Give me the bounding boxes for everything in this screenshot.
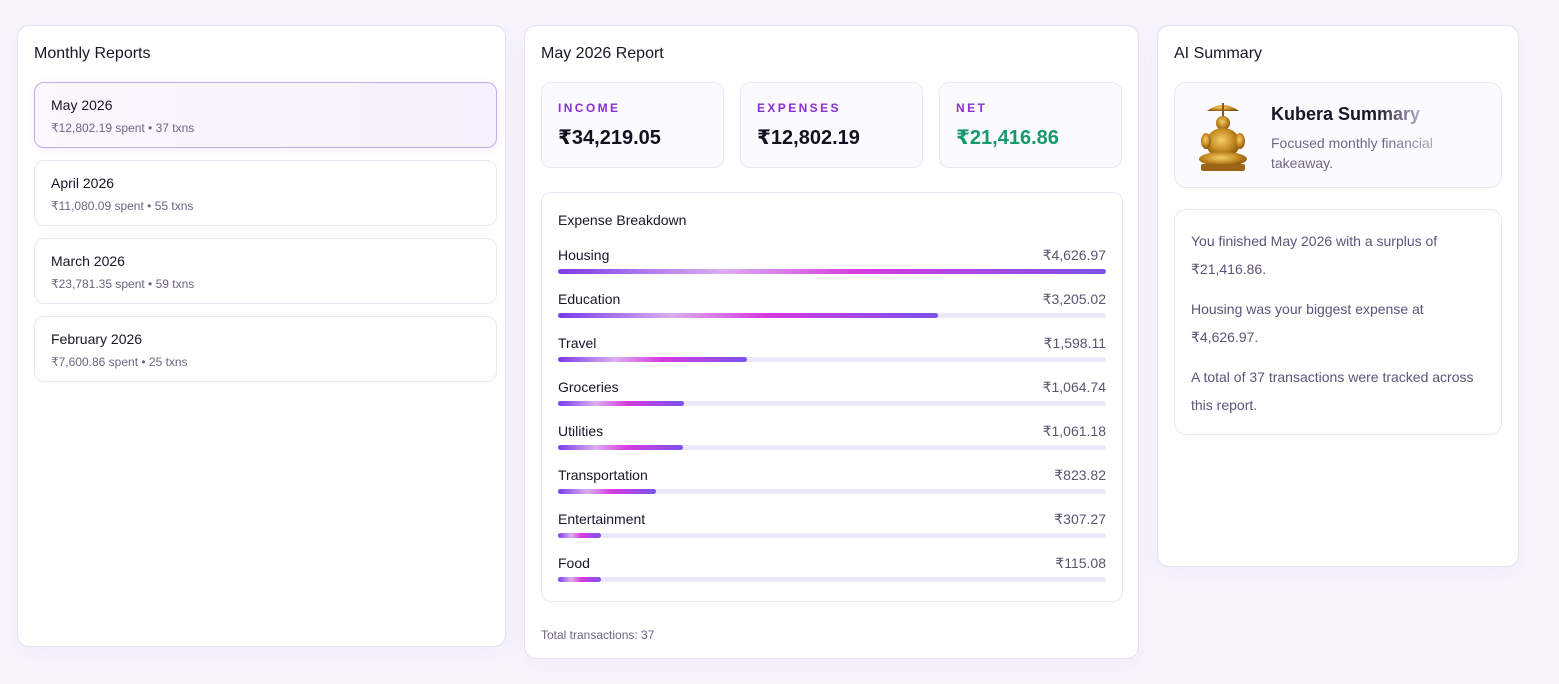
breakdown-track <box>558 445 1106 450</box>
breakdown-track <box>558 401 1106 406</box>
breakdown-track <box>558 489 1106 494</box>
breakdown-label: Utilities <box>558 423 604 439</box>
breakdown-row-food: Food ₹115.08 <box>558 555 1106 595</box>
breakdown-track <box>558 269 1106 274</box>
report-item-name: May 2026 <box>51 97 113 113</box>
breakdown-track <box>558 533 1106 538</box>
breakdown-track <box>558 313 1106 318</box>
summary-paragraph: You finished May 2026 with a surplus of … <box>1191 233 1438 277</box>
report-item-february-2026[interactable]: February 2026 ₹7,600.86 spent • 25 txns <box>34 316 497 382</box>
breakdown-label: Food <box>558 555 590 571</box>
expenses-card: EXPENSES ₹12,802.19 <box>740 82 923 168</box>
breakdown-bar <box>558 445 684 450</box>
kubera-summary-subtitle: Focused monthly financial takeaway. <box>1271 133 1461 173</box>
breakdown-label: Groceries <box>558 379 619 395</box>
breakdown-row-groceries: Groceries ₹1,064.74 <box>558 379 1106 419</box>
report-item-name: February 2026 <box>51 331 143 347</box>
monthly-reports-panel: Monthly Reports May 2026 ₹12,802.19 spen… <box>17 25 506 647</box>
breakdown-row-utilities: Utilities ₹1,061.18 <box>558 423 1106 463</box>
summary-paragraph: A total of 37 transactions were tracked … <box>1191 369 1474 413</box>
ai-summary-title: AI Summary <box>1174 45 1263 62</box>
breakdown-row-education: Education ₹3,205.02 <box>558 291 1106 331</box>
breakdown-bar <box>558 577 601 582</box>
breakdown-row-travel: Travel ₹1,598.11 <box>558 335 1106 375</box>
net-card: NET ₹21,416.86 <box>939 82 1122 168</box>
expenses-label: EXPENSES <box>757 101 841 115</box>
breakdown-track <box>558 357 1106 362</box>
breakdown-amount: ₹1,061.18 <box>1042 423 1106 439</box>
income-value: ₹34,219.05 <box>558 127 661 149</box>
total-transactions: Total transactions: 37 <box>541 628 655 642</box>
net-value: ₹21,416.86 <box>956 127 1059 149</box>
breakdown-track <box>558 577 1106 582</box>
breakdown-amount: ₹4,626.97 <box>1042 247 1106 263</box>
summary-paragraph: Housing was your biggest expense at ₹4,6… <box>1191 301 1424 345</box>
income-card: INCOME ₹34,219.05 <box>541 82 724 168</box>
breakdown-amount: ₹115.08 <box>1055 555 1106 571</box>
income-label: INCOME <box>558 101 621 115</box>
report-item-meta: ₹7,600.86 spent • 25 txns <box>51 355 188 369</box>
ai-summary-panel: AI Summary Kubera S <box>1157 25 1519 567</box>
expenses-value: ₹12,802.19 <box>757 127 860 149</box>
breakdown-bar <box>558 533 601 538</box>
breakdown-amount: ₹3,205.02 <box>1042 291 1106 307</box>
breakdown-label: Housing <box>558 247 610 263</box>
breakdown-amount: ₹307.27 <box>1054 511 1106 527</box>
breakdown-amount: ₹1,064.74 <box>1042 379 1106 395</box>
breakdown-bar <box>558 401 685 406</box>
breakdown-amount: ₹1,598.11 <box>1043 335 1106 351</box>
report-panel: May 2026 Report INCOME ₹34,219.05 EXPENS… <box>524 25 1139 659</box>
kubera-statue-icon <box>1199 103 1247 171</box>
summary-text-card: You finished May 2026 with a surplus of … <box>1174 209 1502 435</box>
report-item-april-2026[interactable]: April 2026 ₹11,080.09 spent • 55 txns <box>34 160 497 226</box>
breakdown-row-transportation: Transportation ₹823.82 <box>558 467 1106 507</box>
breakdown-bar <box>558 357 748 362</box>
report-item-meta: ₹12,802.19 spent • 37 txns <box>51 121 195 135</box>
breakdown-row-entertainment: Entertainment ₹307.27 <box>558 511 1106 551</box>
report-item-name: April 2026 <box>51 175 115 191</box>
report-item-meta: ₹23,781.35 spent • 59 txns <box>51 277 195 291</box>
breakdown-label: Travel <box>558 335 597 351</box>
breakdown-bar <box>558 489 656 494</box>
net-label: NET <box>956 101 988 115</box>
breakdown-bar <box>558 313 938 318</box>
report-item-march-2026[interactable]: March 2026 ₹23,781.35 spent • 59 txns <box>34 238 497 304</box>
report-item-may-2026[interactable]: May 2026 ₹12,802.19 spent • 37 txns <box>34 82 497 148</box>
expense-breakdown-card: Expense Breakdown Housing ₹4,626.97 Educ… <box>541 192 1123 602</box>
kubera-summary-card: Kubera Summary Focused monthly financial… <box>1174 82 1502 188</box>
report-title: May 2026 Report <box>541 45 664 62</box>
breakdown-label: Entertainment <box>558 511 646 527</box>
report-item-name: March 2026 <box>51 253 125 269</box>
breakdown-amount: ₹823.82 <box>1054 467 1106 483</box>
report-item-meta: ₹11,080.09 spent • 55 txns <box>51 199 194 213</box>
breakdown-row-housing: Housing ₹4,626.97 <box>558 247 1106 287</box>
expense-breakdown-title: Expense Breakdown <box>558 212 687 228</box>
breakdown-bar <box>558 269 1106 274</box>
breakdown-label: Education <box>558 291 621 307</box>
kubera-summary-title: Kubera Summary <box>1271 104 1421 124</box>
monthly-reports-title: Monthly Reports <box>34 45 151 62</box>
breakdown-label: Transportation <box>558 467 648 483</box>
